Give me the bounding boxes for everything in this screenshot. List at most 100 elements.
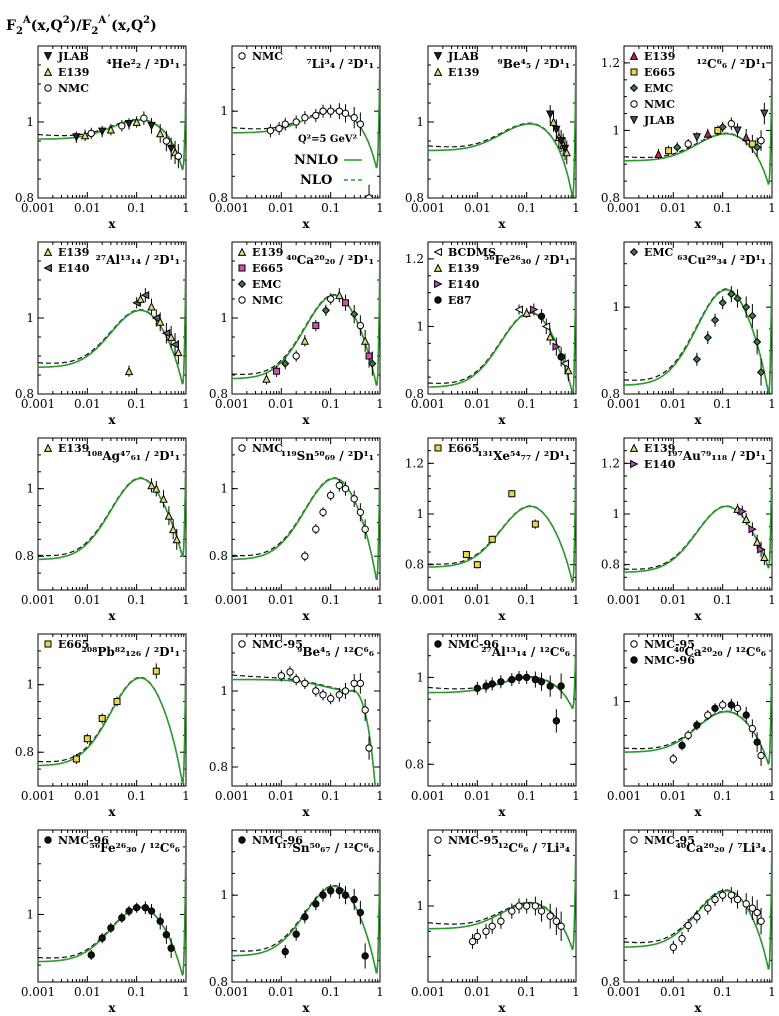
data-point (753, 738, 761, 746)
data-point (756, 368, 766, 377)
x-tick-label: 0.001 (215, 789, 249, 803)
data-point (98, 714, 106, 722)
nnlo-curve (624, 439, 772, 573)
title-end: (x,Q (111, 18, 143, 34)
data-point (673, 143, 682, 152)
x-axis-label: x (694, 217, 702, 231)
x-tick-label: 0.001 (411, 201, 445, 215)
legend-label: E665 (644, 66, 675, 79)
x-tick-label: 1 (572, 789, 580, 803)
y-tick-label: 0.8 (15, 549, 34, 563)
x-tick-label: 0.001 (21, 201, 55, 215)
data-point (748, 724, 757, 733)
legend-label: NMC (58, 82, 89, 95)
y-tick-label: 1 (612, 888, 620, 902)
title-sub1: 2 (16, 26, 23, 37)
data-points (473, 670, 565, 733)
data-point (356, 908, 365, 917)
data-point (356, 679, 365, 688)
nlo-legend-label: NLO (300, 173, 332, 188)
data-point (136, 294, 145, 303)
legend-label: NMC (644, 98, 675, 111)
data-point (335, 107, 344, 115)
data-points (654, 102, 769, 160)
data-point (326, 295, 335, 303)
legend-label: NMC (252, 50, 283, 63)
data-point (718, 891, 727, 899)
x-tick-label: 1 (572, 201, 580, 215)
data-points (281, 882, 369, 969)
plot-frame (37, 633, 187, 787)
data-point (733, 126, 742, 135)
x-tick-label: 0.001 (215, 397, 249, 411)
data-point (473, 932, 482, 941)
title-sup3: A´ (97, 15, 111, 26)
y-tick-label: 1 (220, 104, 228, 118)
data-point (341, 891, 350, 899)
plot-frame (623, 633, 773, 787)
data-point (365, 744, 373, 752)
data-point (312, 525, 320, 533)
x-tick-label: 1 (572, 985, 580, 999)
y-tick-label: 0.8 (209, 191, 228, 205)
data-point (166, 332, 176, 341)
data-point (748, 904, 757, 912)
x-tick-label: 0.001 (607, 593, 641, 607)
ratio-label: ⁹Be⁴₅ / ¹²C⁶₆ (297, 645, 374, 659)
curves (38, 77, 186, 171)
x-tick-label: 0.01 (464, 593, 491, 607)
data-point (468, 937, 477, 946)
x-tick-label: 0.01 (660, 789, 687, 803)
x-tick-label: 0.1 (127, 201, 146, 215)
data-points (462, 489, 539, 569)
legend-label: NMC-96 (448, 638, 499, 651)
x-tick-label: 1 (182, 593, 190, 607)
data-point (552, 342, 561, 351)
data-point (341, 109, 350, 118)
legend-label: E139 (58, 246, 89, 259)
y-tick-label: 1.2 (405, 456, 424, 470)
y-tick-label: 1 (220, 311, 228, 325)
legend-label: EMC (252, 278, 282, 291)
legend-label: E140 (644, 458, 676, 471)
data-point (693, 721, 701, 729)
data-point (704, 904, 712, 912)
plot-frame (623, 829, 773, 983)
data-point (742, 900, 750, 908)
legend-label: E139 (252, 246, 283, 259)
data-point (106, 125, 116, 134)
legend-label: E665 (448, 442, 479, 455)
data-point (692, 355, 701, 364)
ratio-label: ⁴⁰Ca²⁰₂₀ / ¹²C⁶₆ (674, 645, 766, 659)
legend-marker (433, 247, 442, 257)
data-point (87, 951, 95, 959)
panel-2: 0.001 0.01 0.1 1 x 0.8 1 NMC ⁷Li³₄ / ²D¹₁ (209, 45, 384, 231)
x-tick-label: 1 (768, 789, 776, 803)
legend-marker (434, 836, 442, 844)
panel-6: 0.001 0.01 0.1 1 x 0.8 1 E139 E665 EMC NMC ⁴⁰Ca²⁰₂₀… (209, 241, 384, 427)
data-points (733, 503, 769, 566)
data-point (748, 524, 757, 534)
legend-marker (44, 836, 52, 844)
nnlo-curve (624, 244, 772, 394)
nnlo-curve (624, 832, 772, 971)
data-point (152, 667, 160, 675)
plot-frame (37, 829, 187, 983)
data-point (356, 321, 365, 330)
data-point (710, 316, 720, 325)
data-point (546, 912, 554, 920)
data-point (172, 534, 181, 544)
data-point (174, 347, 183, 357)
nlo-curve (624, 831, 772, 970)
legend-label: EMC (644, 82, 674, 95)
y-tick-label: 0.8 (209, 387, 228, 401)
y-tick-label: 1 (220, 888, 228, 902)
data-point (262, 374, 271, 383)
data-point (733, 704, 742, 713)
legend-label: NMC (252, 294, 283, 307)
ratio-label: ¹²C⁶₆ / ⁷Li³₄ (498, 841, 570, 855)
